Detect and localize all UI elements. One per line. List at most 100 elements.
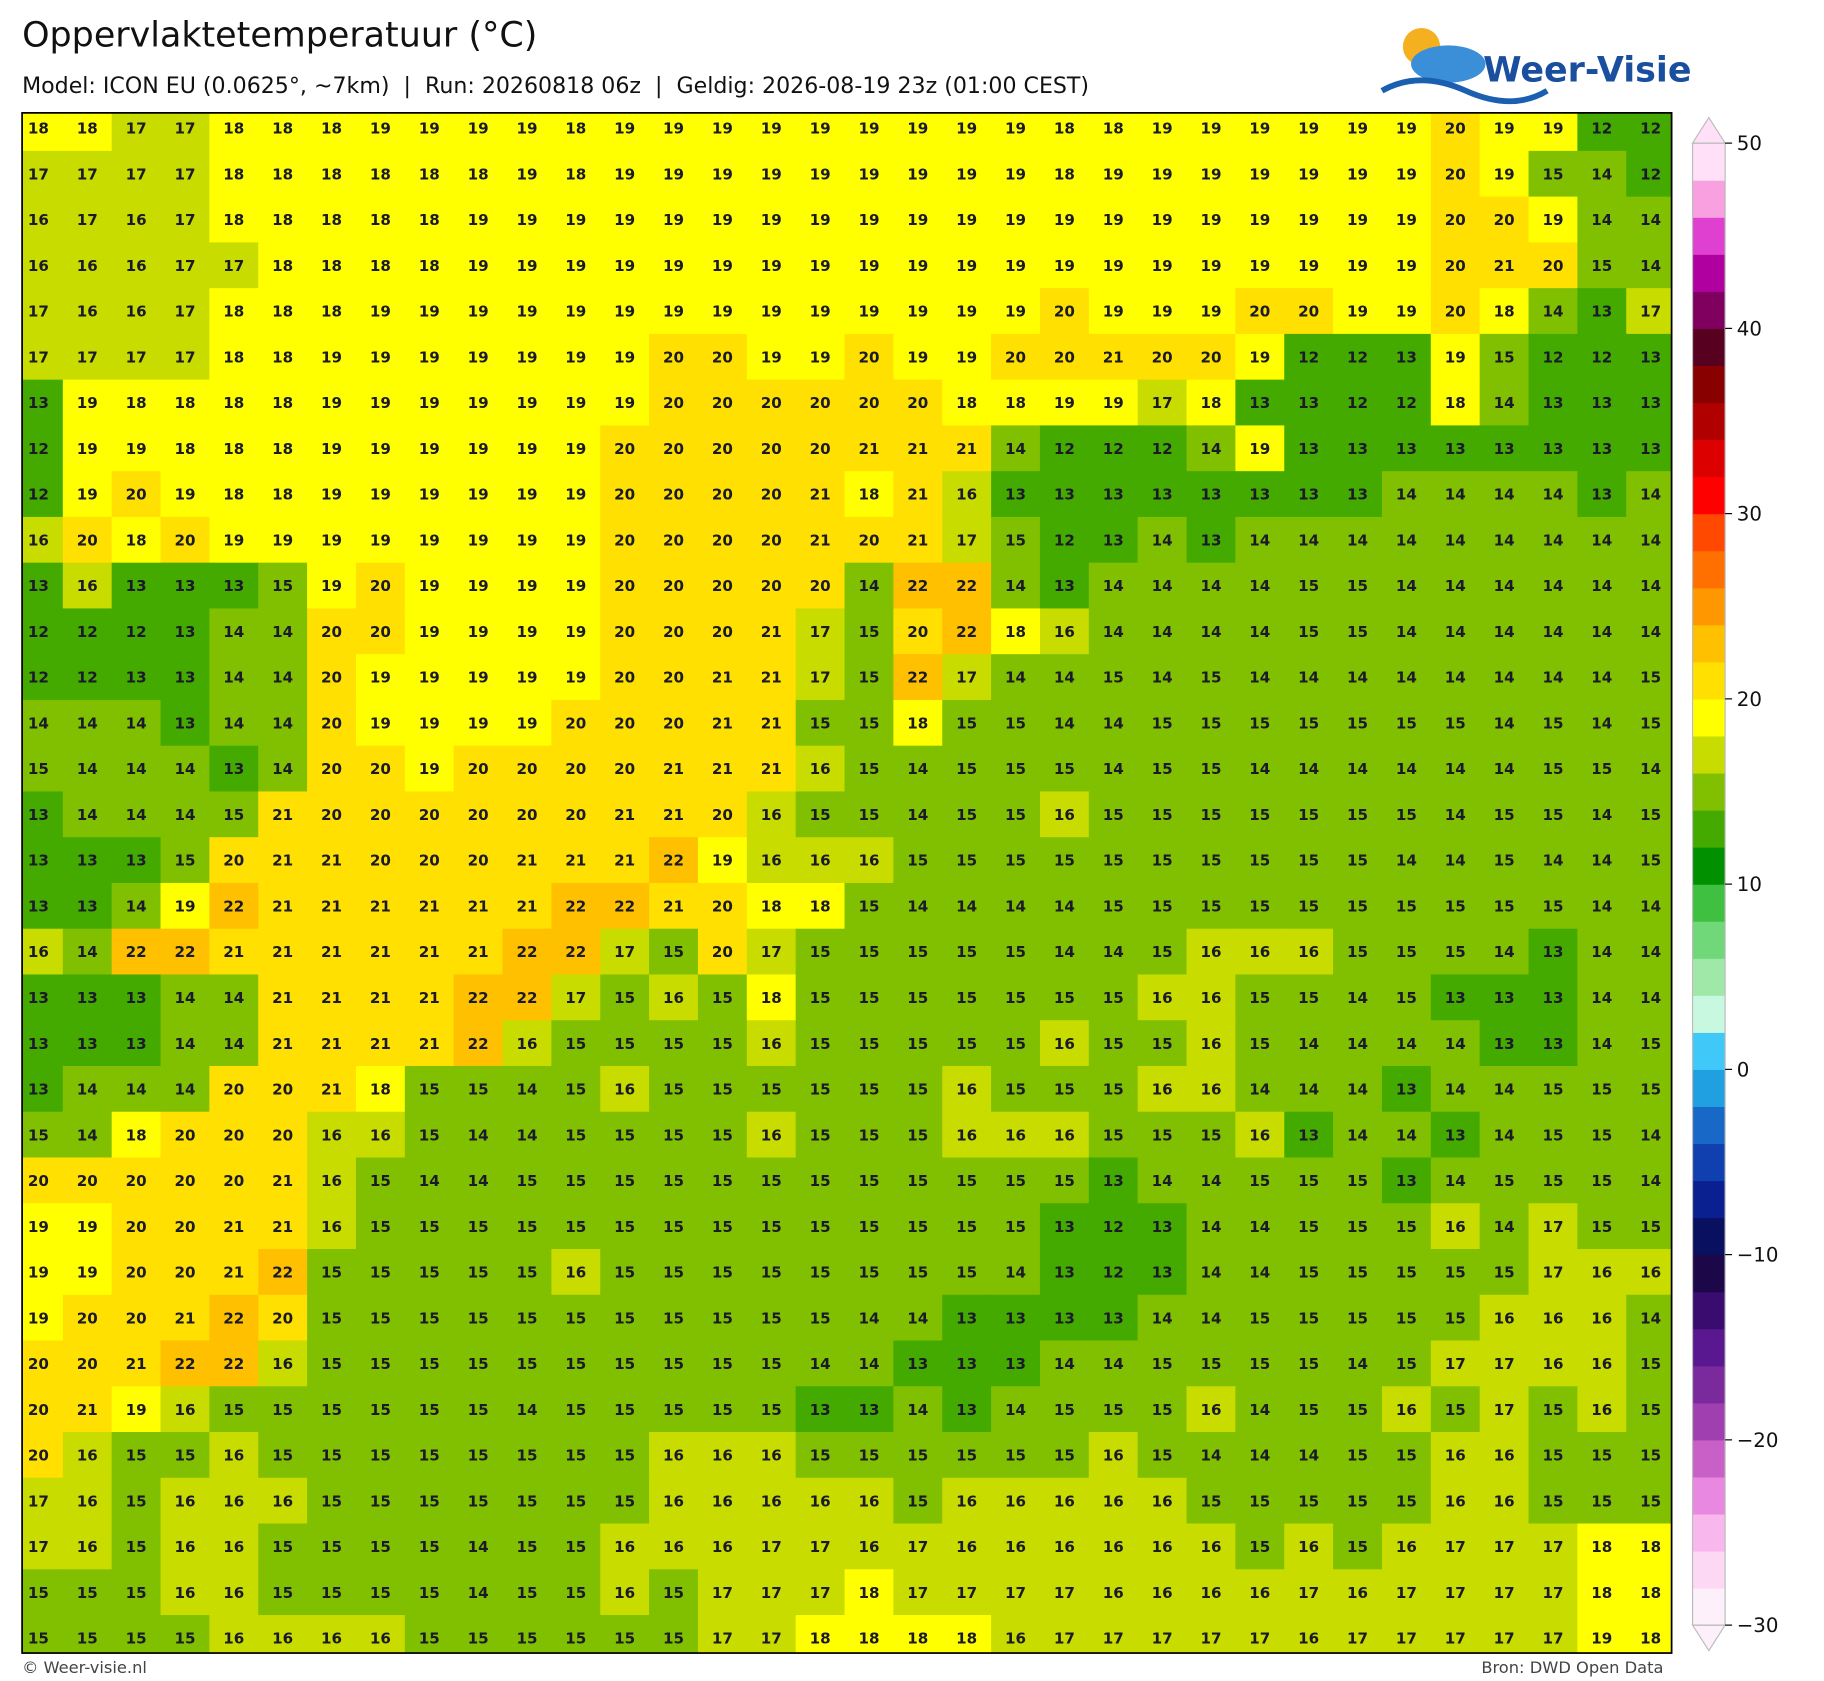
temperature-label: 19 [1249, 440, 1270, 458]
temperature-cell [844, 562, 894, 610]
temperature-label: 13 [77, 898, 98, 916]
temperature-label: 13 [1005, 1355, 1026, 1373]
temperature-label: 17 [565, 989, 586, 1007]
temperature-cell [600, 791, 650, 838]
temperature-cell [1528, 745, 1578, 793]
temperature-label: 14 [1640, 623, 1661, 641]
colorbar-segment [1692, 1402, 1726, 1441]
temperature-cell [307, 608, 357, 655]
temperature-label: 15 [370, 1447, 391, 1465]
temperature-label: 14 [907, 760, 928, 778]
temperature-cell [22, 150, 64, 198]
temperature-label: 15 [956, 760, 977, 778]
temperature-cell [942, 242, 992, 289]
temperature-label: 18 [77, 120, 98, 138]
temperature-label: 14 [1103, 714, 1124, 732]
temperature-label: 15 [858, 1264, 879, 1282]
temperature-label: 17 [1542, 1630, 1563, 1648]
temperature-cell [160, 425, 210, 472]
temperature-label: 19 [1347, 165, 1368, 183]
temperature-label: 17 [174, 165, 195, 183]
temperature-label: 16 [1103, 1447, 1124, 1465]
temperature-cell [1381, 699, 1432, 747]
temperature-cell [209, 516, 259, 564]
temperature-label: 15 [321, 1264, 342, 1282]
temperature-cell [1137, 699, 1188, 747]
temperature-cell [1479, 112, 1530, 152]
temperature-label: 13 [1542, 943, 1563, 961]
temperature-label: 16 [77, 303, 98, 321]
temperature-label: 14 [1542, 577, 1563, 595]
temperature-cell [600, 516, 650, 564]
temperature-label: 15 [370, 1264, 391, 1282]
temperature-cell [1626, 516, 1672, 564]
temperature-label: 21 [321, 943, 342, 961]
temperature-cell [600, 379, 650, 426]
temperature-label: 17 [174, 303, 195, 321]
logo-text: Weer-Visie [1483, 50, 1691, 90]
temperature-label: 19 [858, 165, 879, 183]
temperature-label: 15 [468, 1218, 489, 1236]
temperature-cell [1333, 425, 1383, 472]
temperature-cell [991, 699, 1041, 747]
temperature-label: 13 [1103, 531, 1124, 549]
temperature-label: 15 [614, 1264, 635, 1282]
temperature-label: 14 [1640, 989, 1661, 1007]
temperature-label: 19 [174, 898, 195, 916]
temperature-label: 15 [1249, 714, 1270, 732]
temperature-label: 18 [223, 486, 244, 504]
temperature-label: 15 [1200, 1355, 1221, 1373]
temperature-cell [453, 654, 504, 701]
temperature-cell [1137, 242, 1188, 289]
temperature-cell [1235, 150, 1285, 198]
temperature-cell [160, 379, 210, 426]
temperature-label: 15 [126, 1447, 147, 1465]
temperature-label: 21 [272, 806, 293, 824]
temperature-cell [160, 150, 210, 198]
temperature-cell [1186, 242, 1236, 289]
temperature-cell [1381, 112, 1432, 152]
temperature-label: 18 [1640, 1630, 1661, 1648]
temperature-cell [1088, 745, 1139, 793]
temperature-label: 15 [272, 1538, 293, 1556]
temperature-label: 14 [956, 898, 977, 916]
temperature-label: 13 [126, 577, 147, 595]
temperature-label: 15 [1445, 898, 1466, 916]
temperature-label: 15 [468, 1492, 489, 1510]
temperature-cell [1333, 150, 1383, 198]
temperature-cell [404, 516, 455, 564]
temperature-label: 16 [956, 1126, 977, 1144]
temperature-label: 14 [1249, 577, 1270, 595]
temperature-label: 21 [370, 1035, 391, 1053]
temperature-cell [453, 791, 504, 838]
temperature-label: 22 [223, 1355, 244, 1373]
temperature-label: 20 [712, 577, 733, 595]
temperature-cell [649, 150, 699, 198]
temperature-label: 14 [1445, 669, 1466, 687]
temperature-label: 15 [712, 989, 733, 1007]
temperature-label: 21 [1494, 257, 1515, 275]
temperature-label: 19 [956, 303, 977, 321]
temperature-label: 14 [28, 714, 49, 732]
temperature-label: 15 [1005, 714, 1026, 732]
temperature-label: 20 [468, 760, 489, 778]
temperature-cell [893, 425, 943, 472]
temperature-label: 19 [1054, 257, 1075, 275]
temperature-cell [1430, 112, 1481, 152]
temperature-cell [1479, 516, 1530, 564]
temperature-label: 15 [1347, 1218, 1368, 1236]
temperature-cell [1186, 791, 1236, 838]
temperature-label: 18 [1591, 1538, 1612, 1556]
temperature-label: 22 [174, 943, 195, 961]
temperature-cell [111, 288, 162, 335]
temperature-label: 13 [1200, 486, 1221, 504]
temperature-label: 22 [565, 898, 586, 916]
temperature-label: 19 [1103, 211, 1124, 229]
temperature-label: 19 [858, 303, 879, 321]
temperature-label: 20 [810, 440, 831, 458]
temperature-label: 15 [1640, 1401, 1661, 1419]
temperature-label: 15 [858, 943, 879, 961]
temperature-label: 18 [370, 1081, 391, 1099]
temperature-label: 15 [907, 943, 928, 961]
subtitle: Model: ICON EU (0.0625°, ~7km) | Run: 20… [22, 73, 1089, 99]
